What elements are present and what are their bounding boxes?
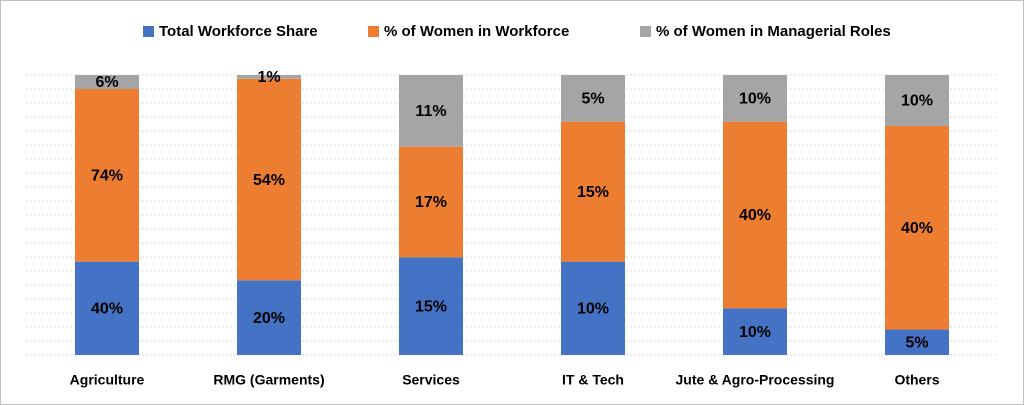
legend-swatch xyxy=(143,26,154,37)
data-label: 10% xyxy=(739,324,771,341)
data-label: 5% xyxy=(581,91,604,108)
x-tick-label: RMG (Garments) xyxy=(213,372,324,388)
bar-segment xyxy=(75,75,139,89)
legend-swatch xyxy=(640,26,651,37)
bar-segment xyxy=(399,75,463,147)
x-tick-label: Services xyxy=(402,372,460,388)
bar-segment xyxy=(75,89,139,262)
bar-segment xyxy=(561,261,625,355)
x-tick-label: Jute & Agro-Processing xyxy=(676,372,835,388)
data-label: 40% xyxy=(901,220,933,237)
data-label: 40% xyxy=(739,207,771,224)
data-label: 74% xyxy=(91,168,123,185)
data-label: 20% xyxy=(253,310,285,327)
data-label: 15% xyxy=(415,298,447,315)
legend-label: Total Workforce Share xyxy=(159,23,318,40)
x-tick-label: Agriculture xyxy=(70,372,145,388)
x-tick-label: IT & Tech xyxy=(562,372,624,388)
bar-segment xyxy=(885,75,949,126)
bar-segment xyxy=(723,75,787,122)
legend-label: % of Women in Managerial Roles xyxy=(656,23,891,40)
bar-segment xyxy=(399,146,463,258)
data-label: 17% xyxy=(415,194,447,211)
legend-label: % of Women in Workforce xyxy=(384,23,569,40)
data-label: 6% xyxy=(95,74,118,91)
bar-segment xyxy=(237,75,301,79)
bar-segment xyxy=(723,121,787,309)
data-label: 10% xyxy=(901,93,933,110)
data-label: 1% xyxy=(257,69,280,86)
data-label: 40% xyxy=(91,301,123,318)
bar-segment xyxy=(237,78,301,281)
bar-segment xyxy=(561,75,625,122)
data-label: 54% xyxy=(253,172,285,189)
bar-segment xyxy=(723,308,787,355)
x-tick-label: Others xyxy=(894,372,939,388)
bar-segment xyxy=(75,261,139,355)
bar-segment xyxy=(561,121,625,262)
legend-swatch xyxy=(368,26,379,37)
data-label: 5% xyxy=(905,334,928,351)
data-label: 11% xyxy=(415,103,446,120)
bar-segment xyxy=(399,257,463,355)
data-label: 15% xyxy=(577,184,609,201)
bar-segment xyxy=(885,125,949,330)
bar-segment xyxy=(885,329,949,355)
data-label: 10% xyxy=(577,301,609,318)
data-label: 10% xyxy=(739,91,771,108)
bar-segment xyxy=(237,280,301,355)
